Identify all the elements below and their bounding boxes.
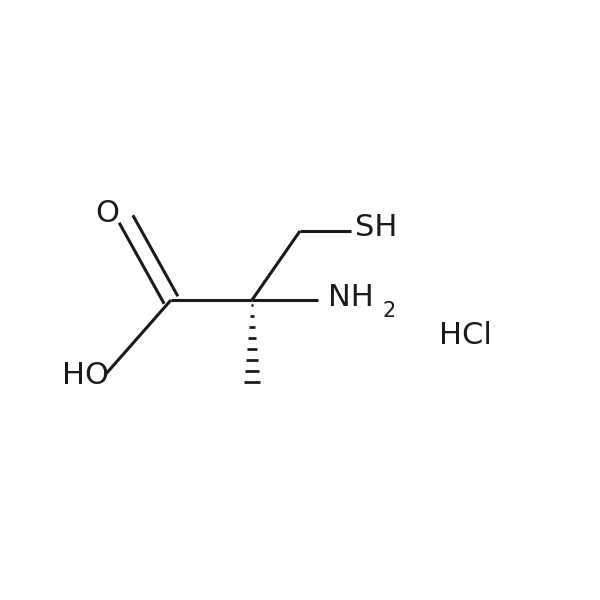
Text: NH: NH [328,283,374,311]
Text: O: O [95,199,119,227]
Text: 2: 2 [382,301,395,321]
Text: HO: HO [62,361,109,389]
Text: HCl: HCl [439,322,491,350]
Text: SH: SH [355,214,397,242]
